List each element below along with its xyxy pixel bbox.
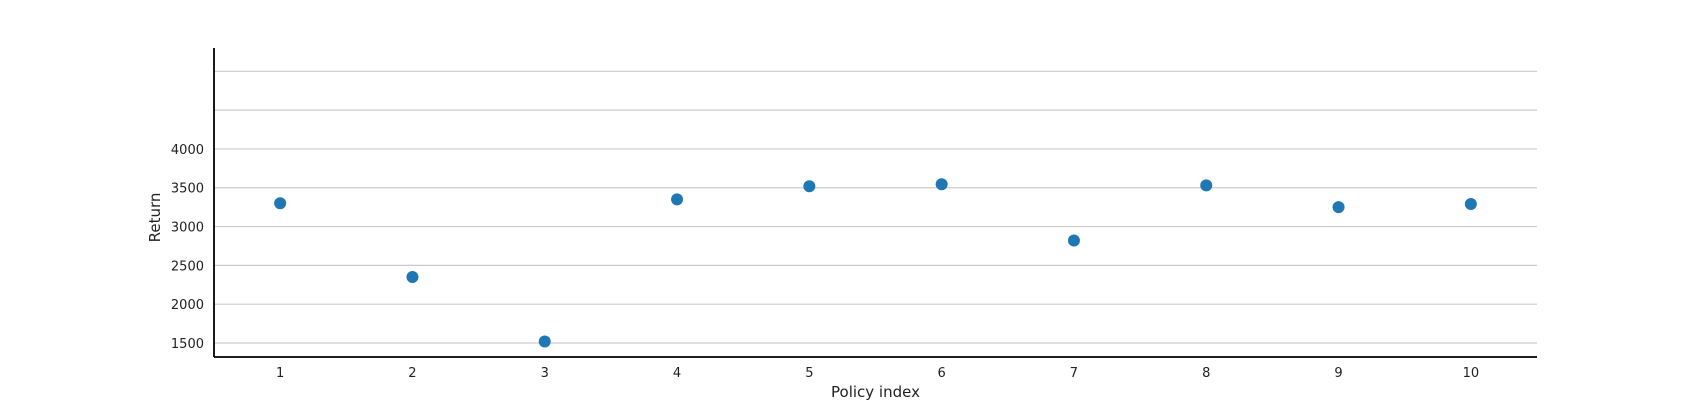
x-tick-labels: 1 2 3 4 5 6 7 8 9 10 <box>276 366 1479 381</box>
data-point <box>803 180 816 193</box>
x-tick-label: 4 <box>673 366 681 381</box>
y-axis-label: Return <box>146 193 164 243</box>
y-tick-label: 3500 <box>171 182 204 197</box>
data-point <box>1332 201 1345 214</box>
axes <box>213 48 1537 358</box>
gridlines <box>214 70 1537 344</box>
data-point <box>274 197 287 210</box>
x-tick-label: 9 <box>1334 366 1342 381</box>
x-tick-label: 2 <box>408 366 416 381</box>
data-point <box>1464 198 1477 211</box>
y-tick-label: 2000 <box>171 298 204 313</box>
x-axis-label: Policy index <box>831 383 920 400</box>
y-tick-label: 3000 <box>171 221 204 236</box>
y-tick-labels: 1500 2000 2500 3000 3500 4000 <box>171 143 204 352</box>
y-tick-label: 1500 <box>171 337 204 352</box>
data-point <box>671 193 684 206</box>
data-point <box>1200 179 1213 192</box>
x-tick-label: 6 <box>938 366 946 381</box>
x-tick-label: 10 <box>1463 366 1480 381</box>
y-tick-label: 4000 <box>171 143 204 158</box>
data-point <box>406 271 419 284</box>
x-tick-label: 7 <box>1070 366 1078 381</box>
x-tick-label: 5 <box>805 366 813 381</box>
data-point <box>1067 234 1080 247</box>
x-tick-label: 1 <box>276 366 284 381</box>
data-point <box>935 178 948 191</box>
x-tick-label: 3 <box>541 366 549 381</box>
x-tick-label: 8 <box>1202 366 1210 381</box>
data-points <box>274 178 1477 348</box>
y-tick-label: 2500 <box>171 259 204 274</box>
data-point <box>538 335 551 348</box>
